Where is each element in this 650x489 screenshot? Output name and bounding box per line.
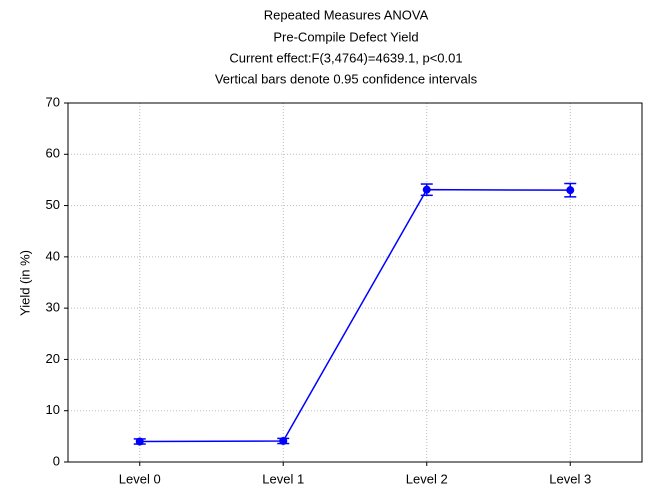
chart-subtitle: Vertical bars denote 0.95 confidence int… [215,71,478,86]
y-tick-label: 0 [53,453,60,468]
y-axis-label: Yield (in %) [17,250,32,316]
y-tick-label: 40 [46,248,60,263]
y-tick-label: 30 [46,300,60,315]
y-tick-label: 20 [46,351,60,366]
chart-subtitle: Current effect:F(3,4764)=4639.1, p<0.01 [229,50,462,65]
data-line [139,188,571,443]
y-tick-label: 10 [46,402,60,417]
y-tick-label: 50 [46,197,60,212]
x-tick-label: Level 1 [262,471,304,486]
chart-subtitle: Pre-Compile Defect Yield [273,29,418,44]
data-point [279,436,288,445]
plot-frame [67,102,643,463]
data-point [135,437,144,446]
x-tick-label: Level 0 [119,471,161,486]
x-tick-label: Level 3 [549,471,591,486]
data-point [422,185,431,194]
chart-title: Repeated Measures ANOVA [264,7,429,22]
y-tick-label: 70 [46,94,60,109]
x-tick-label: Level 2 [406,471,448,486]
data-point [566,186,575,195]
y-tick-label: 60 [46,146,60,161]
